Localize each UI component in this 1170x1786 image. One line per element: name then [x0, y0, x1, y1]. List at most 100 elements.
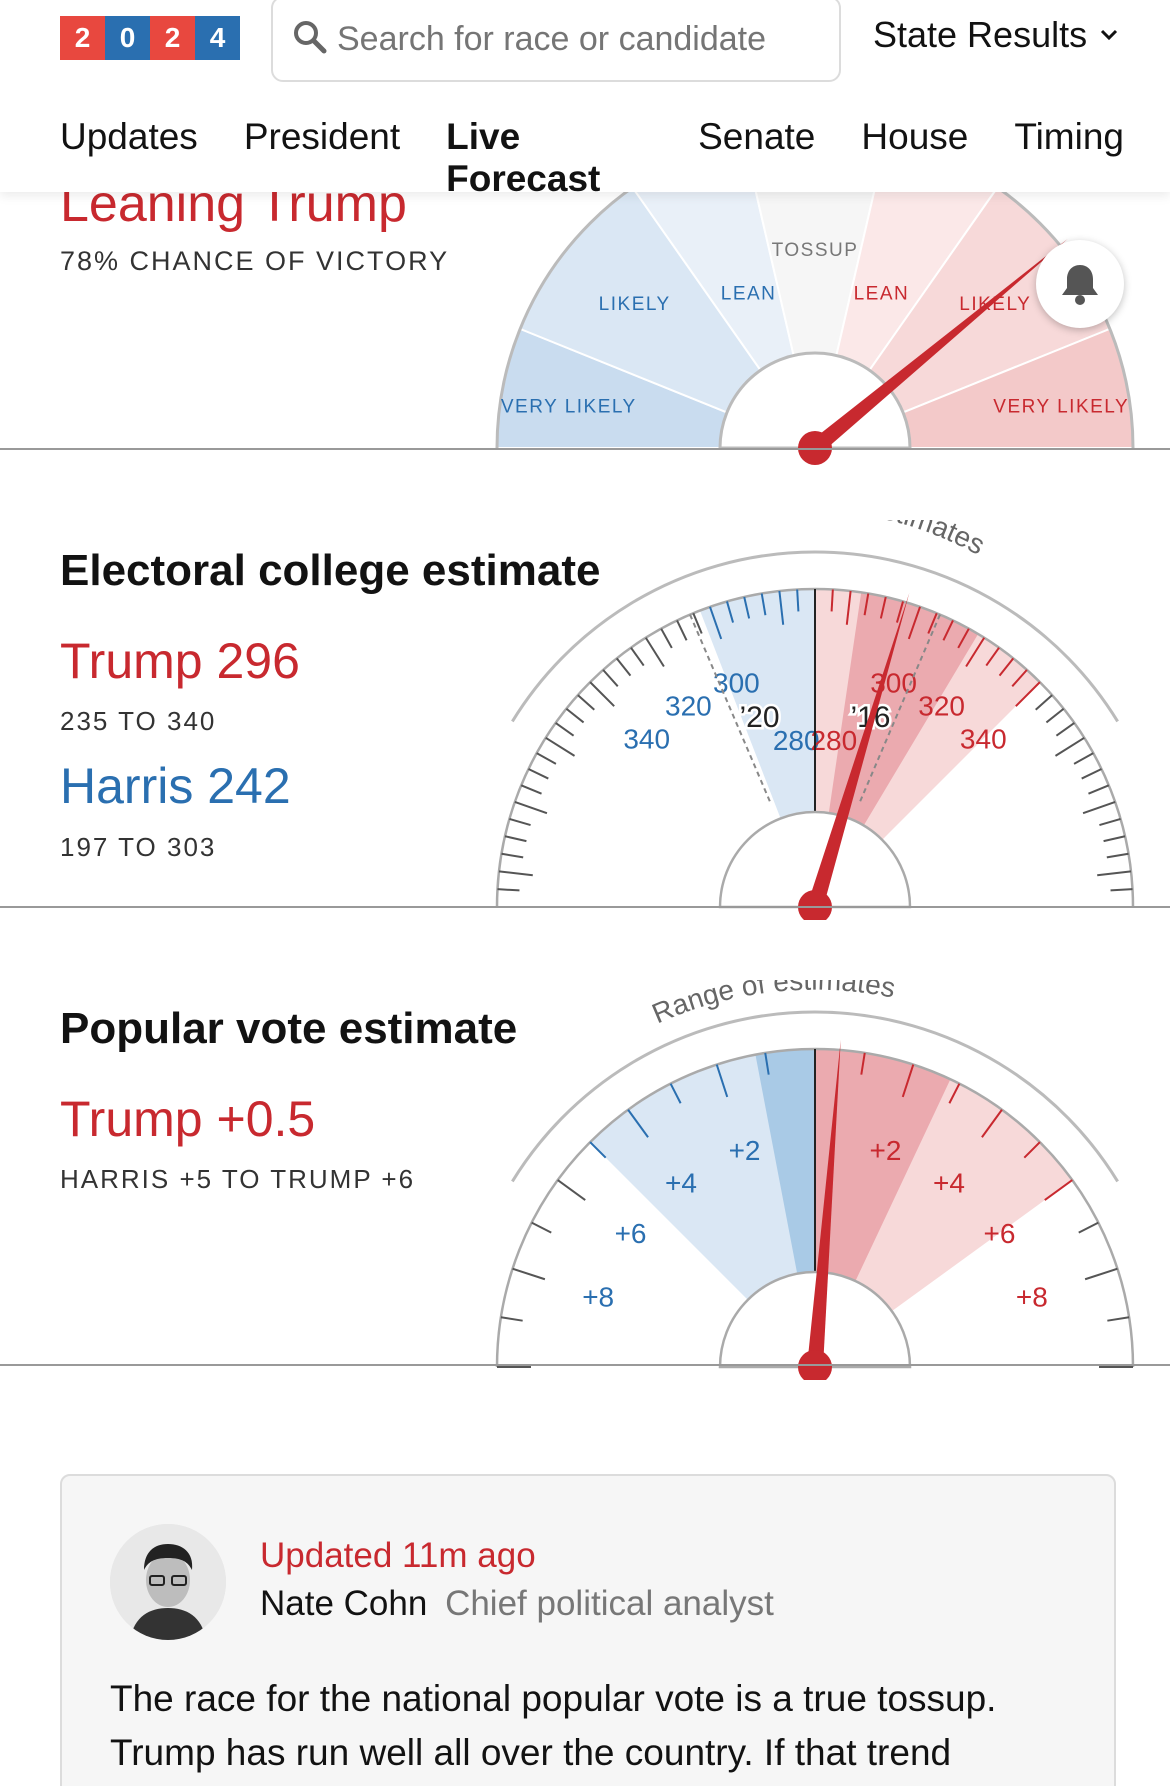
- search-icon: [293, 20, 327, 59]
- tick-mark: [863, 593, 870, 616]
- tick-mark: [557, 1179, 586, 1201]
- tick-mark: [957, 628, 970, 649]
- nav-tab-president[interactable]: President: [243, 116, 401, 157]
- state-results-label: State Results: [873, 14, 1088, 55]
- election-2024-logo[interactable]: 2 0 2 4: [60, 16, 240, 60]
- tick-mark: [520, 784, 542, 795]
- tick-mark: [764, 1052, 770, 1075]
- tick-mark: [1055, 722, 1075, 737]
- historical-marker-line: [689, 614, 771, 802]
- tick-mark: [1097, 870, 1132, 877]
- harris-range-band: [699, 589, 815, 819]
- chance-of-victory: 78% CHANCE OF VICTORY: [60, 246, 450, 276]
- search-box[interactable]: [271, 0, 841, 82]
- tick-mark: [927, 612, 938, 634]
- trump-likely-band: [815, 1049, 951, 1282]
- win-probability-needle: [809, 238, 1068, 455]
- tick-label: +8: [1016, 1282, 1048, 1313]
- state-results-dropdown[interactable]: State Results: [873, 14, 1119, 56]
- tick-mark: [514, 801, 548, 815]
- tick-mark: [845, 590, 852, 625]
- zone-label: LIKELY: [959, 294, 1031, 315]
- tick-mark: [531, 1221, 552, 1234]
- tick-mark: [615, 657, 632, 677]
- popular-vote-title: Popular vote estimate: [60, 1004, 518, 1053]
- tick-label: +6: [615, 1218, 647, 1249]
- tick-mark: [726, 601, 735, 623]
- chevron-down-icon: [1099, 22, 1119, 48]
- tick-mark: [901, 1064, 915, 1098]
- tick-label: +6: [983, 1218, 1015, 1249]
- tick-mark: [778, 590, 785, 625]
- tick-mark: [1103, 835, 1126, 843]
- needle-pivot: [798, 890, 832, 920]
- tick-label: 340: [960, 724, 1007, 755]
- gauge-hub: [718, 351, 912, 450]
- section-divider: [0, 906, 1170, 908]
- tick-mark: [501, 852, 524, 859]
- nav-tab-timing[interactable]: Timing: [1014, 116, 1124, 157]
- tick-mark: [512, 1267, 546, 1281]
- tick-label: +2: [729, 1135, 761, 1166]
- tick-mark: [644, 637, 665, 668]
- logo-digit: 4: [195, 16, 240, 60]
- tick-label: +2: [869, 1135, 901, 1166]
- tick-mark: [1082, 801, 1116, 815]
- tick-mark: [589, 681, 615, 707]
- tick-label: 280: [773, 725, 820, 756]
- tick-mark: [528, 768, 549, 780]
- top-header: 2 0 2 4 State Results Updates President …: [0, 0, 1170, 199]
- tick-mark: [1035, 694, 1053, 711]
- gauge-hub: [718, 810, 912, 909]
- nav-tab-updates[interactable]: Updates: [60, 116, 198, 157]
- tick-mark: [1110, 888, 1133, 892]
- search-input[interactable]: [337, 19, 797, 59]
- tick-mark: [627, 1109, 649, 1138]
- zone-label: LEAN: [854, 284, 910, 305]
- tick-mark: [895, 601, 904, 623]
- tick-mark: [1081, 768, 1102, 780]
- tick-mark: [504, 835, 527, 843]
- tick-mark: [1054, 736, 1085, 757]
- update-body: The race for the national popular vote i…: [110, 1678, 997, 1773]
- tick-mark: [630, 647, 645, 667]
- author-role: Chief political analyst: [445, 1584, 774, 1623]
- tick-mark: [998, 657, 1015, 677]
- range-caption: Range of estimates: [648, 980, 898, 1029]
- tick-mark: [760, 593, 767, 616]
- section-divider: [0, 448, 1170, 450]
- trump-popular-margin: Trump +0.5: [60, 1091, 316, 1147]
- tick-mark: [602, 669, 619, 687]
- tick-mark: [981, 1109, 1003, 1138]
- electoral-title: Electoral college estimate: [60, 546, 601, 595]
- tick-mark: [907, 606, 921, 640]
- section-divider: [0, 1364, 1170, 1366]
- tick-mark: [1015, 681, 1041, 707]
- bell-icon[interactable]: [1036, 240, 1124, 328]
- zone-label: VERY LIKELY: [501, 397, 637, 418]
- nav-tab-senate[interactable]: Senate: [698, 116, 816, 157]
- tick-mark: [942, 620, 954, 641]
- tick-mark: [536, 752, 557, 765]
- trump-electoral-range: 235 TO 340: [60, 706, 217, 736]
- tick-label: +8: [582, 1282, 614, 1313]
- logo-digit: 2: [150, 16, 195, 60]
- tick-mark: [498, 870, 533, 877]
- zone-label: LEAN: [721, 284, 777, 305]
- author-avatar: [110, 1524, 226, 1640]
- popular-vote-range: HARRIS +5 TO TRUMP +6: [60, 1164, 416, 1194]
- tick-mark: [985, 647, 1000, 667]
- range-arc: [511, 1010, 1119, 1183]
- tick-mark: [1044, 1179, 1073, 1201]
- range-arc: [511, 550, 1119, 723]
- section-nav: Updates President Live Forecast Senate H…: [60, 116, 1170, 200]
- author-name[interactable]: Nate Cohn: [260, 1584, 428, 1623]
- nav-tab-live-forecast[interactable]: Live Forecast: [446, 116, 601, 199]
- tick-mark: [497, 888, 520, 892]
- harris-range-band: [590, 1049, 815, 1300]
- tick-mark: [830, 589, 834, 612]
- popular-vote-needle: [807, 1040, 841, 1368]
- nav-tab-house[interactable]: House: [861, 116, 969, 157]
